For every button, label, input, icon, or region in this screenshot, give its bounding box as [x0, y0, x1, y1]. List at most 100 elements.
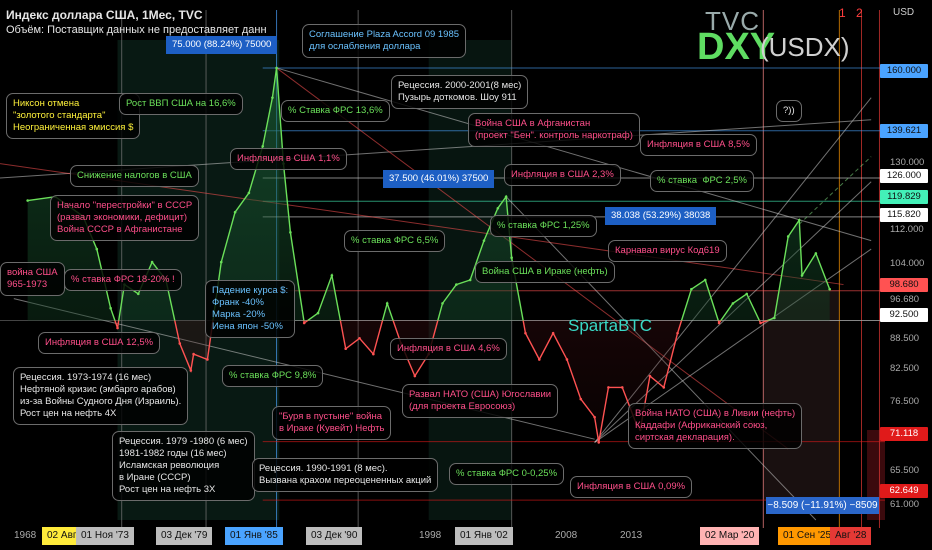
data-point: [773, 316, 776, 320]
annotation[interactable]: % ставка ФРС 0-0,25%: [449, 463, 565, 485]
data-point: [648, 374, 652, 378]
annotation[interactable]: Развал НАТО (США) Югославии (для проекта…: [402, 384, 559, 418]
price-tick: 82.500: [890, 363, 920, 374]
annotation[interactable]: Война США в Ираке (нефть): [475, 261, 615, 283]
x-date-label: 01 Янв '85: [225, 527, 283, 545]
annotation[interactable]: Война НАТО (США) в Ливии (нефть) Каддафи…: [628, 403, 803, 449]
annotation[interactable]: Никсон отмена "золотого стандарта" Неогр…: [6, 93, 141, 139]
data-point: [330, 274, 334, 277]
annotation[interactable]: Рецессия. 1990-1991 (8 мес). Вызвана кра…: [252, 458, 439, 492]
data-point: [797, 218, 801, 222]
price-tick: 104.000: [890, 258, 925, 269]
data-point: [413, 374, 417, 378]
area-above-baseline: [27, 67, 830, 321]
data-point: [247, 191, 251, 195]
annotation[interactable]: Падение курса $: Франк -40% Марка -20% И…: [205, 280, 296, 338]
annotation[interactable]: ?)): [776, 100, 802, 122]
annotation[interactable]: Соглашение Plaza Accord 09 1985 для осла…: [302, 24, 467, 58]
data-point: [150, 260, 154, 264]
data-point: [504, 195, 508, 199]
data-point: [468, 278, 472, 282]
trend-line: [276, 67, 789, 450]
price-label: 92.500: [880, 308, 928, 322]
data-point: [620, 386, 624, 389]
annotation[interactable]: Карнавал вирус Код619: [608, 240, 727, 262]
price-tick: 76.500: [890, 396, 920, 407]
x-date-label: 01 Ноя '73: [76, 527, 134, 545]
data-point: [496, 206, 500, 210]
price-label: 62.649: [880, 484, 928, 498]
price-label: 126.000: [880, 169, 928, 183]
annotation[interactable]: Начало "перестройки" в СССР (развал экон…: [50, 195, 200, 241]
price-label: 98.680: [880, 278, 928, 292]
data-point: [289, 231, 292, 234]
marker-1: 1: [839, 6, 846, 20]
data-point: [116, 326, 119, 330]
highlight-zone: [763, 290, 840, 500]
annotation[interactable]: Снижение налогов в США: [70, 165, 199, 187]
annotation[interactable]: % ставка ФРС 6,5%: [344, 230, 446, 252]
measure-bottom-label: −8.509 (−11.91%) −8509: [766, 497, 879, 514]
annotation[interactable]: % ставка ФРС 2,5%: [650, 170, 754, 192]
data-point: [109, 306, 112, 310]
annotation[interactable]: Война США в Афганистан (проект "Бен". ко…: [468, 113, 640, 147]
annotation[interactable]: Инфляция в США 0,09%: [570, 476, 693, 498]
data-point: [537, 358, 541, 361]
price-tick: 130.000: [890, 157, 925, 168]
annotation[interactable]: Инфляция в США 2,3%: [504, 164, 621, 186]
x-date-label: 03 Дек '90: [306, 527, 363, 545]
author-watermark: SpartaBTC: [568, 316, 653, 335]
data-point: [524, 331, 527, 335]
data-point: [316, 311, 320, 315]
price-label: 119.829: [880, 190, 928, 204]
annotation[interactable]: Инфляция в США 1,1%: [230, 148, 347, 170]
annotation[interactable]: % ставка ФРС 9,8%: [222, 365, 324, 387]
data-point: [385, 302, 389, 305]
price-line-down: [114, 320, 770, 443]
brand-dxy: DXY: [697, 26, 776, 68]
data-point: [26, 199, 29, 202]
annotation[interactable]: % Ставка ФРС 13,6%: [281, 100, 390, 122]
price-label: 139.621: [880, 124, 928, 138]
data-point: [358, 336, 361, 340]
marker-2: 2: [856, 6, 863, 20]
annotation[interactable]: Рост ВВП США на 16,6%: [119, 93, 243, 115]
measure-label[interactable]: 38.038 (53.29%) 38038: [605, 207, 717, 225]
chart-volume-note: Объём: Поставщик данных не предоставляет…: [6, 24, 267, 36]
data-point: [510, 256, 513, 260]
price-tick: 88.500: [890, 333, 920, 344]
price-tick: 112.000: [890, 224, 924, 235]
data-point: [786, 235, 790, 238]
annotation[interactable]: война США 965-1973: [0, 262, 65, 296]
price-tick: 65.500: [890, 465, 920, 476]
annotation[interactable]: Инфляция в США 8,5%: [640, 134, 757, 156]
annotation[interactable]: Рецессия. 2000-2001(8 мес) Пузырь дотком…: [391, 75, 529, 109]
annotation[interactable]: % ставка ФРС 1,25%: [490, 215, 597, 237]
measure-label[interactable]: 75.000 (88.24%) 75000: [166, 36, 278, 54]
data-point: [703, 278, 707, 282]
data-point: [372, 352, 375, 356]
data-point: [261, 144, 265, 148]
area-below-baseline: [114, 320, 768, 443]
price-label: 115.820: [880, 208, 928, 222]
annotation[interactable]: Инфляция в США 12,5%: [38, 332, 161, 354]
annotation[interactable]: Инфляция в США 4,6%: [390, 338, 507, 360]
x-date-label: Авг '28: [830, 527, 872, 545]
data-point: [662, 386, 666, 389]
annotation[interactable]: Рецессия. 1979 -1980 (6 мес) 1981-1982 г…: [112, 431, 255, 501]
data-point: [607, 386, 610, 389]
price-tick: 61.000: [890, 499, 920, 510]
currency-label: USD: [893, 7, 915, 18]
data-point: [828, 287, 831, 291]
annotation[interactable]: "Буря в пустыне" война в Ираке (Кувейт) …: [272, 406, 392, 440]
data-point: [271, 96, 274, 99]
annotation[interactable]: Рецессия. 1973-1974 (16 мес) Нефтяной кр…: [13, 367, 189, 425]
x-tick: 1968: [14, 530, 37, 541]
data-point: [233, 210, 237, 214]
data-point: [441, 302, 444, 305]
chart-title: Индекс доллара США, 1Мес, TVC: [6, 8, 203, 22]
annotation[interactable]: % ставка ФРС 18-20% !: [64, 269, 182, 291]
x-date-label: 02 Мар '20: [700, 527, 760, 545]
data-point: [814, 252, 818, 255]
measure-label[interactable]: 37.500 (46.01%) 37500: [383, 170, 495, 188]
